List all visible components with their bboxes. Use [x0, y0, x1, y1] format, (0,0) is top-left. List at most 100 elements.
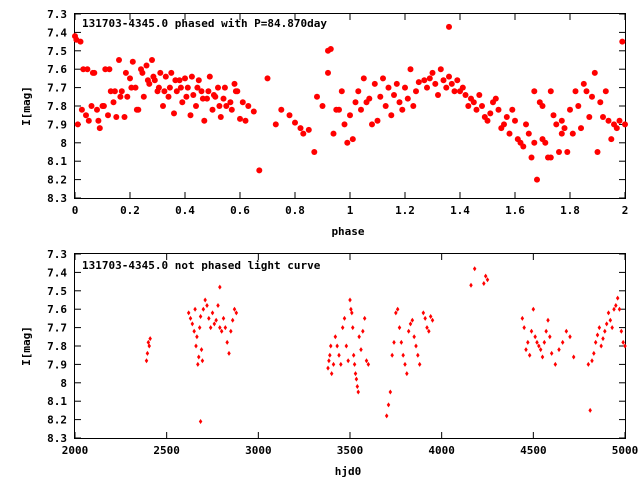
phased-data-point — [360, 75, 367, 82]
phased-data-point — [534, 176, 540, 183]
phased-data-point — [128, 84, 135, 91]
phased-y-tick-label: 7.9 — [47, 118, 67, 131]
unphased-data-point — [397, 325, 402, 331]
unphased-data-point — [359, 347, 363, 353]
phased-y-tick-label: 7.3 — [47, 8, 67, 21]
phased-data-point — [448, 80, 455, 87]
unphased-data-point — [225, 339, 229, 345]
phased-data-point — [78, 106, 85, 113]
unphased-data-point — [526, 339, 530, 345]
phased-data-point — [358, 106, 364, 113]
phased-data-point — [129, 58, 136, 65]
unphased-data-point — [340, 325, 345, 331]
phased-data-point — [124, 93, 131, 100]
unphased-data-point — [216, 303, 220, 309]
unphased-data-point — [203, 297, 207, 303]
unphased-data-point — [535, 339, 539, 345]
unphased-y-tick-label: 7.7 — [47, 322, 67, 335]
unphased-data-point — [221, 315, 226, 321]
unphased-data-point — [395, 306, 400, 312]
unphased-data-point — [619, 328, 624, 334]
phased-data-point — [250, 108, 257, 115]
phased-data-point — [210, 92, 217, 98]
unphased-y-tick-label: 8.2 — [47, 414, 67, 427]
phased-data-point — [366, 95, 373, 102]
phased-data-point — [144, 77, 151, 84]
phased-data-point — [399, 106, 406, 113]
phased-light-curve-plot: 131703-4345.0 phased with P=84.870day ph… — [20, 8, 628, 238]
phased-data-point — [465, 103, 472, 109]
unphased-data-point — [603, 328, 607, 334]
unphased-data-point — [538, 347, 543, 353]
phased-data-point — [569, 130, 576, 137]
phased-data-point — [512, 117, 518, 124]
unphased-data-point — [588, 407, 592, 413]
phased-data-point — [558, 117, 565, 124]
phased-data-point — [256, 167, 263, 174]
unphased-data-point — [560, 339, 565, 345]
unphased-data-point — [568, 334, 572, 340]
unphased-data-point — [601, 336, 605, 342]
unphased-data-point — [608, 317, 613, 323]
unphased-data-point — [548, 334, 552, 340]
phased-data-point — [272, 121, 279, 128]
phased-data-point — [286, 112, 293, 119]
unphased-data-point — [223, 325, 228, 331]
phased-data-point — [232, 88, 239, 95]
phased-x-tick-label: 0.2 — [120, 204, 140, 217]
phased-data-point — [410, 103, 417, 109]
phased-data-point — [446, 73, 452, 80]
phased-data-point — [572, 88, 579, 95]
unphased-data-point — [614, 303, 618, 309]
phased-data-point — [503, 114, 510, 120]
phased-data-point — [264, 75, 271, 82]
phased-data-point — [217, 114, 224, 120]
phased-data-point — [305, 126, 312, 133]
phased-data-point — [168, 69, 175, 76]
phased-data-point — [380, 75, 386, 82]
unphased-data-point — [366, 361, 371, 367]
phased-data-point — [278, 106, 285, 113]
unphased-data-point — [557, 347, 561, 353]
phased-data-point — [396, 99, 403, 106]
phased-data-point — [228, 106, 235, 113]
phased-data-point — [597, 99, 604, 106]
unphased-data-point — [421, 310, 426, 316]
phased-data-point — [166, 84, 173, 91]
phased-data-point — [547, 88, 554, 95]
unphased-data-point — [327, 358, 331, 364]
phased-data-point — [432, 80, 439, 87]
unphased-data-point — [623, 343, 627, 349]
phased-data-point — [182, 75, 188, 82]
phased-axis-ticks: 0 0.2 0.4 0.6 0.8 1 1.2 1.4 1.6 1.8 2 7.3 7.4 7.5 7.6 7… — [47, 8, 628, 217]
unphased-data-point — [331, 361, 336, 367]
unphased-data-point — [195, 334, 199, 340]
unphased-data-point — [333, 334, 338, 340]
phased-x-tick-label: 1.8 — [560, 204, 580, 217]
unphased-x-tick-label: 5000 — [612, 444, 639, 457]
unphased-data-point — [414, 343, 418, 349]
unphased-data-point — [193, 306, 197, 312]
unphased-data-point — [617, 306, 622, 312]
phased-data-point — [382, 103, 389, 109]
phased-data-point — [407, 66, 414, 73]
phased-data-point — [542, 139, 549, 146]
phased-data-point — [330, 130, 337, 137]
unphased-data-point — [386, 402, 391, 408]
phased-data-point — [205, 88, 212, 95]
phased-data-point — [80, 66, 87, 73]
unphased-data-point — [346, 358, 350, 364]
phased-data-point — [187, 112, 194, 119]
unphased-data-point — [621, 339, 625, 345]
phased-data-point — [155, 84, 162, 91]
phased-data-point — [127, 75, 133, 82]
unphased-data-point — [352, 361, 357, 367]
phased-data-point — [547, 154, 554, 161]
phased-data-point — [462, 92, 469, 98]
unphased-data-point — [199, 347, 204, 353]
unphased-data-point — [529, 328, 534, 334]
phased-data-point — [349, 136, 356, 143]
phased-y-tick-label: 7.6 — [47, 63, 67, 76]
phased-data-point — [446, 23, 452, 30]
